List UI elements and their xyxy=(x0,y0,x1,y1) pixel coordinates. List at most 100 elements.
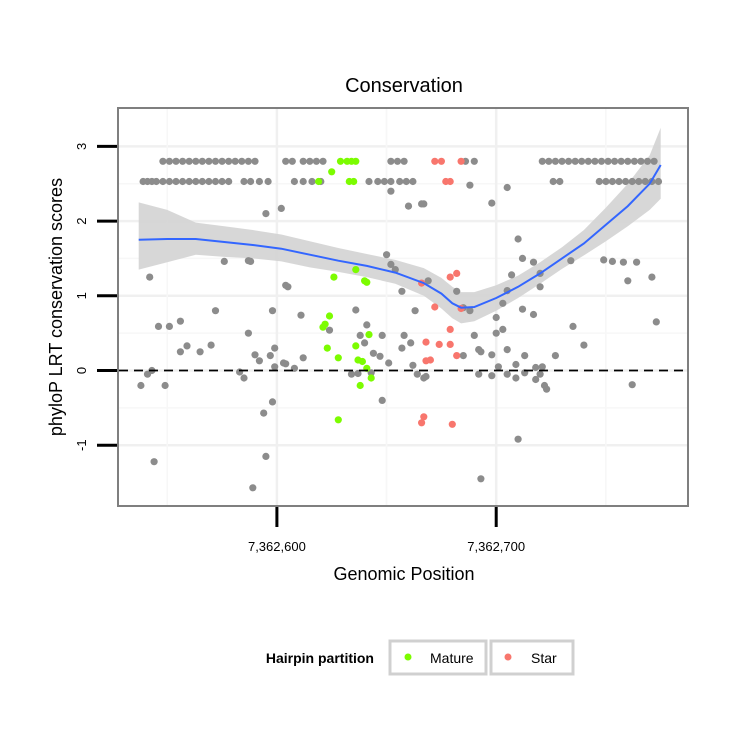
point-other xyxy=(600,256,608,264)
point-other xyxy=(643,157,652,165)
point-other xyxy=(459,352,467,360)
point-other xyxy=(549,177,557,186)
point-other xyxy=(211,177,220,186)
x-tick-label: 7,362,700 xyxy=(467,539,525,554)
point-other xyxy=(367,369,375,377)
legend-title: Hairpin partition xyxy=(266,650,374,666)
point-other xyxy=(521,352,529,360)
point-other xyxy=(383,251,391,259)
point-other xyxy=(604,157,612,165)
point-other xyxy=(532,375,540,384)
point-other xyxy=(635,177,643,186)
point-other xyxy=(306,157,314,165)
point-other xyxy=(152,177,160,186)
point-other xyxy=(545,157,553,165)
point-other xyxy=(185,157,193,165)
point-other xyxy=(615,177,623,186)
point-other xyxy=(240,177,248,186)
point-star xyxy=(420,413,428,421)
point-other xyxy=(211,307,220,315)
point-other xyxy=(361,339,369,347)
point-other xyxy=(518,305,527,313)
grid-lines xyxy=(119,109,687,505)
point-other xyxy=(247,257,255,265)
point-other xyxy=(400,157,408,165)
point-other xyxy=(268,398,277,406)
point-star xyxy=(422,338,430,346)
point-other xyxy=(183,342,191,350)
point-other xyxy=(299,354,307,362)
point-other xyxy=(262,210,270,218)
point-other xyxy=(387,187,395,195)
point-other xyxy=(347,370,356,378)
point-star xyxy=(457,157,465,165)
point-star xyxy=(453,269,461,277)
point-other xyxy=(650,157,658,165)
point-other xyxy=(608,177,617,186)
point-other xyxy=(641,177,649,186)
point-star xyxy=(442,177,450,186)
point-other xyxy=(514,435,522,443)
point-other xyxy=(466,307,474,315)
point-other xyxy=(571,157,579,165)
point-other xyxy=(402,177,410,186)
point-other xyxy=(192,177,200,186)
point-mature xyxy=(334,416,342,424)
point-other xyxy=(231,157,239,165)
point-other xyxy=(398,344,406,352)
point-other xyxy=(558,157,566,165)
point-other xyxy=(244,157,252,165)
point-other xyxy=(319,157,327,165)
point-other xyxy=(578,157,586,165)
point-mature xyxy=(358,357,366,366)
point-mature xyxy=(334,354,342,362)
point-other xyxy=(365,177,373,186)
point-other xyxy=(628,381,636,389)
point-other xyxy=(398,287,406,295)
point-other xyxy=(207,341,215,349)
point-other xyxy=(652,318,660,326)
point-other xyxy=(453,287,461,295)
point-mature xyxy=(350,177,358,186)
point-other xyxy=(387,260,395,268)
point-other xyxy=(470,331,478,339)
point-other xyxy=(172,157,180,165)
point-other xyxy=(220,257,228,265)
point-other xyxy=(205,177,213,186)
point-mature xyxy=(363,278,371,286)
point-other xyxy=(262,452,270,460)
point-other xyxy=(161,381,169,390)
point-other xyxy=(488,372,496,380)
point-other xyxy=(185,177,193,186)
point-other xyxy=(622,177,630,186)
point-other xyxy=(198,177,206,186)
point-star xyxy=(437,157,445,165)
axes-layer: -1 0 1 2 3 7,362,600 7,362,700 xyxy=(74,143,525,554)
point-other xyxy=(266,352,274,360)
point-other xyxy=(617,157,625,165)
point-other xyxy=(407,339,415,347)
legend-label-star: Star xyxy=(531,650,557,666)
point-other xyxy=(529,258,538,266)
point-star xyxy=(446,273,454,281)
point-other xyxy=(312,157,320,165)
point-star xyxy=(426,356,434,364)
point-other xyxy=(477,475,485,483)
point-other xyxy=(630,157,639,165)
point-other xyxy=(378,331,386,339)
point-other xyxy=(376,352,384,360)
point-other xyxy=(159,177,167,186)
y-tick-label: 2 xyxy=(74,217,89,224)
point-other xyxy=(260,409,268,417)
point-other xyxy=(196,348,204,356)
point-other xyxy=(268,307,277,315)
point-other xyxy=(363,321,371,329)
point-other xyxy=(503,370,511,378)
point-other xyxy=(325,326,334,334)
point-mature xyxy=(352,157,360,165)
point-other xyxy=(580,341,588,349)
point-other xyxy=(165,177,173,186)
point-other xyxy=(356,331,364,339)
point-other xyxy=(277,204,285,212)
